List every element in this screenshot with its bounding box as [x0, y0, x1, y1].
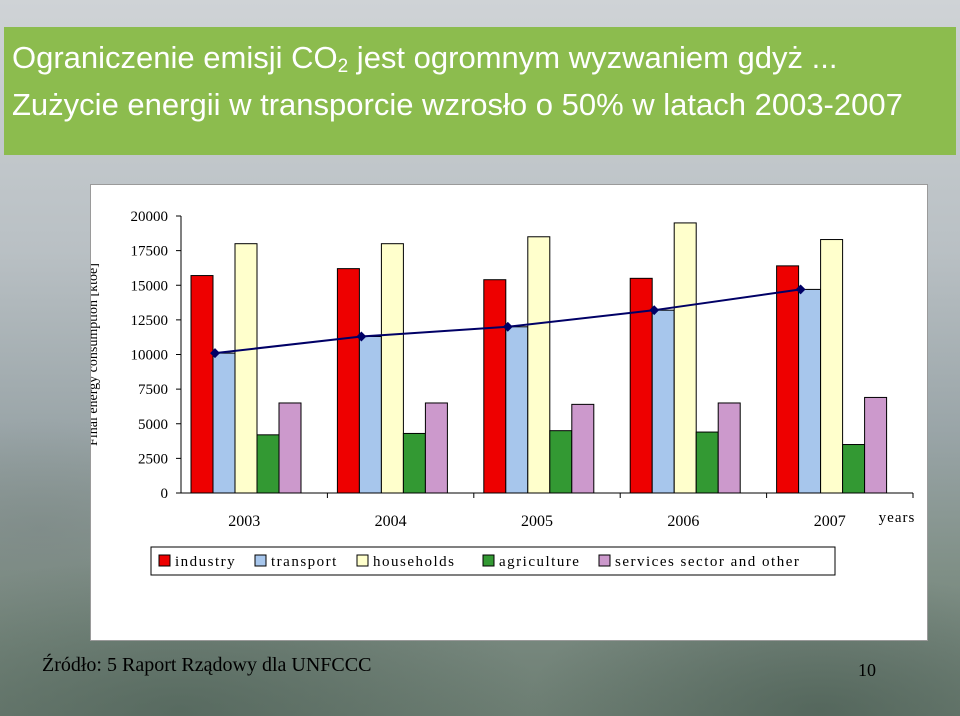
- x-tick-label: 2006: [667, 513, 699, 530]
- bar-transport-2005: [505, 326, 529, 494]
- legend-label-services-sector-and-other: services sector and other: [615, 554, 800, 570]
- bar-agriculture-2006: [695, 431, 719, 494]
- y-tick-label: 15000: [131, 278, 169, 294]
- legend-label-households: households: [373, 554, 456, 570]
- x-tick-label: 2005: [521, 513, 553, 530]
- y-tick-label: 12500: [131, 313, 169, 329]
- x-axis-label: years: [879, 510, 916, 526]
- slide-title: Ograniczenie emisji CO2 jest ogromnym wy…: [12, 39, 942, 124]
- trend-marker: [649, 305, 660, 316]
- legend-label-industry: industry: [175, 554, 236, 570]
- bar-transport-2006: [651, 309, 675, 494]
- legend-label-agriculture: agriculture: [499, 554, 580, 570]
- bar-services-sector-and-other-2007: [864, 396, 888, 494]
- bar-households-2005: [527, 236, 551, 494]
- bar-agriculture-2004: [402, 432, 426, 494]
- source-text: Źródło: 5 Raport Rządowy dla UNFCCC: [42, 654, 372, 676]
- title-part1: Ograniczenie emisji CO: [12, 40, 338, 75]
- bar-agriculture-2005: [549, 430, 573, 494]
- bar-industry-2004: [336, 268, 360, 494]
- bar-households-2003: [234, 243, 258, 494]
- bar-households-2007: [820, 239, 844, 494]
- y-tick-label: 0: [161, 486, 169, 502]
- footer: Źródło: 5 Raport Rządowy dla UNFCCC 10: [0, 640, 960, 716]
- bar-services-sector-and-other-2006: [717, 402, 741, 494]
- legend-swatch-agriculture: [482, 554, 495, 567]
- legend-swatch-services-sector-and-other: [598, 554, 611, 567]
- bar-industry-2005: [483, 279, 507, 494]
- bar-transport-2004: [358, 335, 382, 494]
- trend-marker: [502, 321, 513, 332]
- title-part2: jest ogromnym wyzwaniem gdyż ...: [348, 40, 838, 75]
- bar-households-2004: [380, 243, 404, 494]
- bar-households-2006: [673, 222, 697, 494]
- bar-transport-2003: [212, 352, 236, 494]
- bar-services-sector-and-other-2005: [571, 403, 595, 494]
- trend-marker: [795, 284, 806, 295]
- title-subscript: 2: [337, 56, 349, 77]
- y-tick-label: 2500: [138, 451, 168, 467]
- legend-swatch-households: [356, 554, 369, 567]
- chart-panel: 0 2500 5000 7500 10000 12500 15000 17500 20000 Fi…: [86, 184, 928, 641]
- legend-swatch-industry: [158, 554, 171, 567]
- bar-services-sector-and-other-2003: [278, 402, 302, 494]
- x-tick-label: 2003: [228, 513, 260, 530]
- energy-consumption-chart: 0 2500 5000 7500 10000 12500 15000 17500 20000 Fi…: [86, 209, 916, 576]
- bar-services-sector-and-other-2004: [424, 402, 448, 494]
- bar-industry-2003: [190, 275, 214, 494]
- legend-label-transport: transport: [271, 554, 338, 570]
- y-tick-label: 5000: [138, 417, 168, 433]
- bar-transport-2007: [798, 288, 822, 494]
- bar-agriculture-2007: [842, 444, 866, 494]
- page-number: 10: [858, 660, 876, 680]
- legend-swatch-transport: [254, 554, 267, 567]
- y-tick-label: 10000: [131, 348, 169, 364]
- y-tick-label: 17500: [131, 244, 169, 260]
- x-tick-label: 2004: [375, 513, 407, 530]
- trend-marker: [210, 348, 220, 359]
- title-line2: Zużycie energii w transporcie wzrosło o …: [12, 87, 903, 122]
- y-tick-label: 7500: [138, 382, 168, 398]
- y-axis-label: Final energy consumption [ktoe]: [91, 263, 101, 446]
- bar-industry-2007: [776, 265, 800, 494]
- x-tick-label: 2007: [814, 513, 846, 530]
- title-bar: Ograniczenie emisji CO2 jest ogromnym wy…: [4, 27, 956, 155]
- y-tick-label: 20000: [131, 209, 169, 225]
- bar-agriculture-2003: [256, 434, 280, 494]
